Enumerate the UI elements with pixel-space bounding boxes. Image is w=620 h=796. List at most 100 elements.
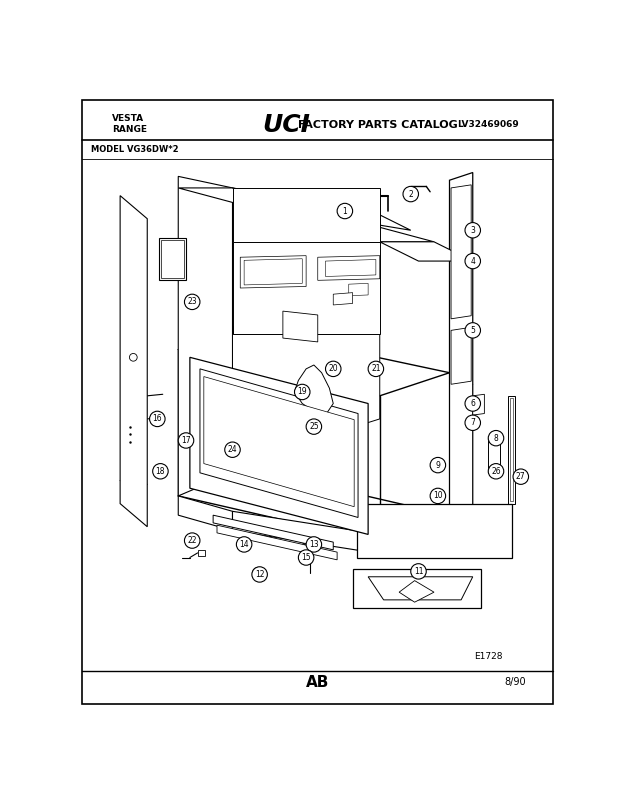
Text: 12: 12 (255, 570, 264, 579)
Circle shape (410, 564, 427, 579)
Circle shape (130, 353, 137, 361)
Text: 19: 19 (298, 388, 307, 396)
Polygon shape (356, 504, 512, 557)
Circle shape (149, 412, 165, 427)
Circle shape (430, 458, 446, 473)
Text: AB: AB (306, 675, 329, 690)
Polygon shape (213, 515, 334, 550)
Text: VESTA: VESTA (112, 114, 144, 123)
Text: 3: 3 (471, 226, 475, 235)
Polygon shape (348, 283, 368, 296)
Circle shape (489, 463, 503, 479)
Text: 5: 5 (471, 326, 475, 335)
Text: 13: 13 (309, 540, 319, 549)
Circle shape (465, 253, 480, 269)
Text: 11: 11 (414, 567, 423, 576)
Polygon shape (508, 396, 515, 504)
Text: 23: 23 (187, 298, 197, 306)
Polygon shape (159, 238, 186, 280)
Circle shape (465, 396, 480, 412)
Polygon shape (179, 177, 232, 496)
Circle shape (298, 550, 314, 565)
Circle shape (294, 384, 310, 400)
Polygon shape (368, 577, 472, 600)
Circle shape (465, 415, 480, 431)
Text: 15: 15 (301, 553, 311, 562)
Text: 20: 20 (329, 365, 338, 373)
Polygon shape (232, 188, 410, 230)
Polygon shape (190, 357, 368, 534)
Circle shape (326, 361, 341, 377)
Polygon shape (232, 334, 379, 465)
Polygon shape (217, 525, 337, 560)
Polygon shape (232, 242, 379, 334)
Polygon shape (232, 511, 379, 554)
Polygon shape (232, 188, 379, 242)
Circle shape (185, 533, 200, 548)
Polygon shape (120, 196, 148, 527)
Text: MODEL VG36DW*2: MODEL VG36DW*2 (92, 145, 179, 154)
Circle shape (236, 537, 252, 552)
Text: 1: 1 (342, 206, 347, 216)
Polygon shape (451, 185, 471, 319)
Text: 17: 17 (181, 436, 191, 445)
Polygon shape (451, 327, 471, 384)
Polygon shape (198, 550, 205, 556)
Polygon shape (326, 259, 376, 276)
Text: 16: 16 (153, 415, 162, 423)
Polygon shape (179, 188, 434, 242)
Circle shape (465, 223, 480, 238)
Text: 8/90: 8/90 (505, 677, 526, 687)
Polygon shape (204, 377, 354, 507)
Text: 6: 6 (471, 399, 475, 408)
Text: 25: 25 (309, 422, 319, 431)
Circle shape (179, 433, 193, 448)
Circle shape (430, 488, 446, 504)
Polygon shape (489, 438, 500, 473)
Text: UCI: UCI (262, 113, 310, 137)
Text: 26: 26 (491, 466, 501, 476)
Circle shape (337, 203, 353, 219)
Polygon shape (283, 311, 317, 342)
Polygon shape (334, 293, 353, 305)
Polygon shape (379, 242, 472, 261)
Circle shape (185, 295, 200, 310)
Text: 2: 2 (409, 189, 413, 198)
Polygon shape (353, 569, 480, 607)
Text: 21: 21 (371, 365, 381, 373)
Polygon shape (510, 398, 513, 501)
Circle shape (253, 568, 264, 579)
Circle shape (489, 431, 503, 446)
Text: FACTORY PARTS CATALOG: FACTORY PARTS CATALOG (298, 119, 458, 130)
Text: 14: 14 (239, 540, 249, 549)
Text: 10: 10 (433, 491, 443, 501)
Text: 8: 8 (494, 434, 498, 443)
Circle shape (306, 537, 322, 552)
Circle shape (403, 186, 418, 201)
Polygon shape (450, 173, 472, 542)
Text: 18: 18 (156, 466, 165, 476)
Text: 22: 22 (187, 536, 197, 545)
Circle shape (465, 322, 480, 338)
Text: 27: 27 (516, 472, 526, 481)
Circle shape (224, 442, 241, 458)
Polygon shape (472, 394, 484, 415)
Circle shape (306, 419, 322, 435)
Text: 4: 4 (471, 256, 475, 266)
Polygon shape (294, 365, 334, 415)
Polygon shape (244, 259, 303, 285)
Polygon shape (161, 240, 184, 278)
Text: 9: 9 (435, 461, 440, 470)
Polygon shape (241, 256, 306, 288)
Text: 7: 7 (471, 418, 475, 427)
Polygon shape (179, 496, 232, 531)
Text: E1728: E1728 (474, 652, 502, 661)
Text: RANGE: RANGE (112, 125, 148, 134)
Circle shape (153, 463, 168, 479)
Polygon shape (200, 369, 358, 517)
Circle shape (368, 361, 384, 377)
Polygon shape (399, 580, 434, 603)
Text: LV32469069: LV32469069 (458, 120, 520, 129)
Text: 24: 24 (228, 445, 237, 455)
Circle shape (513, 469, 528, 485)
